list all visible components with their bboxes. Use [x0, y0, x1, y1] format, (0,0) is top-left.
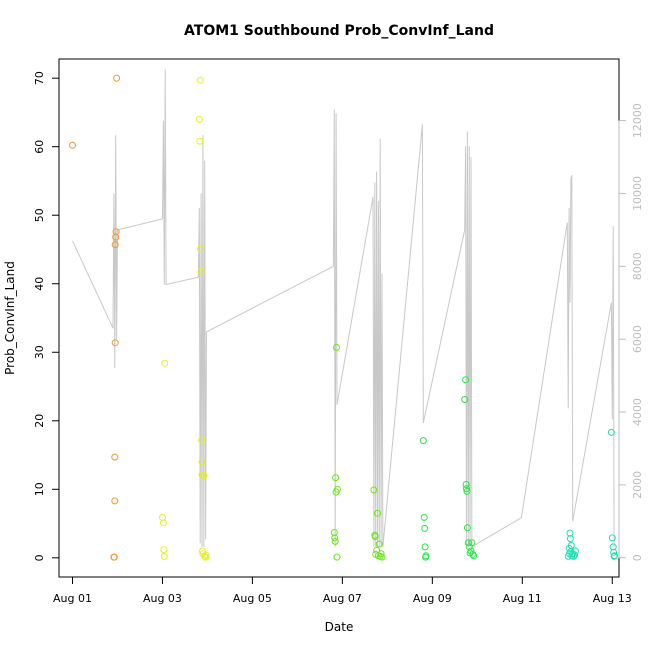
- data-point: [422, 552, 430, 560]
- data-point: [566, 535, 574, 543]
- x-axis-label: Date: [325, 620, 354, 634]
- data-point: [202, 551, 210, 559]
- series-5: [564, 428, 618, 560]
- data-point: [464, 539, 472, 547]
- data-point: [111, 453, 119, 461]
- series-1: [69, 74, 121, 561]
- y-tick-label: 50: [33, 208, 46, 222]
- data-point: [160, 546, 168, 554]
- y-tick-label: 40: [33, 277, 46, 291]
- data-point: [609, 543, 617, 551]
- data-point: [421, 543, 429, 551]
- data-point: [111, 241, 119, 249]
- y2-tick-label: 2000: [631, 471, 644, 499]
- y2-tick-label: 0: [631, 554, 644, 561]
- y-axis: 0 10 20 30 40 50 60 70: [33, 71, 60, 561]
- data-point: [110, 553, 118, 561]
- chart-title: ATOM1 Southbound Prob_ConvInf_Land: [184, 23, 494, 39]
- x-axis: Aug 01 Aug 03 Aug 05 Aug 07 Aug 09 Aug 11 Aug …: [53, 576, 632, 605]
- data-point: [567, 542, 575, 549]
- data-point: [333, 553, 341, 561]
- data-point: [378, 553, 386, 561]
- x-tick-label: Aug 05: [233, 592, 272, 605]
- data-point: [201, 552, 209, 560]
- y-tick-label: 0: [33, 554, 46, 561]
- data-point: [420, 513, 428, 521]
- data-point: [196, 76, 204, 84]
- data-point: [160, 552, 168, 560]
- y-tick-label: 30: [33, 345, 46, 359]
- data-point: [611, 552, 618, 560]
- data-point: [200, 472, 208, 480]
- data-point: [374, 509, 381, 517]
- data-point: [421, 524, 429, 532]
- data-point: [462, 481, 470, 488]
- y-tick-label: 70: [33, 71, 46, 85]
- y-tick-label: 20: [33, 414, 46, 428]
- y2-axis: 0 2000 4000 6000 8000 10000 12000: [618, 103, 644, 561]
- data-point: [333, 485, 341, 493]
- y-tick-label: 60: [33, 140, 46, 154]
- series-4: [419, 376, 478, 561]
- data-point: [610, 548, 618, 556]
- x-tick-label: Aug 13: [593, 592, 632, 605]
- data-point: [607, 428, 615, 436]
- data-point: [198, 436, 206, 444]
- x-tick-label: Aug 01: [53, 592, 92, 605]
- y2-tick-label: 10000: [631, 176, 644, 211]
- data-point: [332, 474, 340, 482]
- data-point: [69, 141, 76, 149]
- data-point: [375, 540, 383, 548]
- data-point: [198, 458, 206, 466]
- x-tick-label: Aug 07: [323, 592, 362, 605]
- x-tick-label: Aug 09: [413, 592, 452, 605]
- data-point: [197, 267, 205, 275]
- altitude-line: [72, 69, 615, 548]
- data-point: [159, 519, 167, 527]
- data-point: [371, 533, 379, 541]
- x-tick-label: Aug 03: [143, 592, 182, 605]
- data-point: [608, 534, 616, 542]
- data-point: [468, 539, 476, 547]
- y2-tick-label: 12000: [631, 103, 644, 138]
- y2-tick-label: 4000: [631, 398, 644, 426]
- data-point: [377, 550, 385, 558]
- data-point: [470, 552, 478, 560]
- data-point: [111, 339, 119, 347]
- plot-area: [58, 58, 620, 578]
- data-point: [333, 344, 340, 351]
- data-point: [463, 487, 471, 495]
- data-point: [197, 245, 205, 253]
- data-point: [113, 74, 121, 82]
- y2-tick-label: 6000: [631, 325, 644, 353]
- series-2: [159, 76, 210, 561]
- data-point: [469, 550, 477, 558]
- data-point: [571, 551, 578, 559]
- data-point: [331, 537, 339, 545]
- series-3: [330, 344, 386, 561]
- data-point: [571, 547, 579, 555]
- x-tick-label: Aug 11: [503, 592, 542, 605]
- data-point: [330, 529, 338, 536]
- y2-tick-label: 8000: [631, 252, 644, 280]
- data-point: [112, 228, 120, 236]
- data-point: [370, 486, 378, 494]
- plot-frame: [58, 58, 620, 578]
- data-point: [161, 359, 169, 367]
- data-point: [461, 396, 469, 403]
- data-point: [463, 524, 471, 532]
- data-point: [462, 376, 470, 384]
- data-point: [331, 534, 339, 542]
- data-point: [111, 497, 119, 505]
- data-point: [195, 115, 203, 123]
- y-tick-label: 10: [33, 482, 46, 496]
- data-point: [196, 137, 204, 145]
- data-point: [419, 437, 427, 445]
- y-axis-label: Prob_ConvInf_Land: [3, 261, 17, 375]
- data-point: [463, 485, 470, 493]
- data-point: [159, 513, 166, 521]
- data-point: [112, 233, 120, 241]
